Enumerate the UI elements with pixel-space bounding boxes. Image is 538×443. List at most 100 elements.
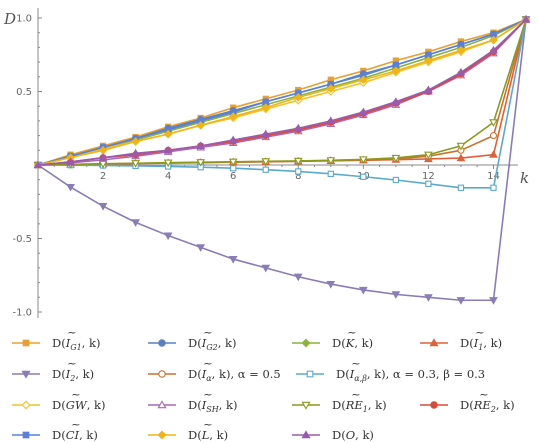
data-point (98, 203, 108, 211)
legend-accent: ~ (203, 325, 213, 339)
legend-accent: ~ (71, 417, 81, 431)
data-point (306, 370, 314, 378)
data-point (21, 400, 31, 410)
series-14 (33, 14, 531, 169)
legend-label: D(O, k) (332, 428, 374, 442)
y-tick-label: -1.0 (12, 308, 32, 319)
series-line (37, 19, 527, 166)
y-tick-label: -0.5 (12, 234, 32, 245)
data-point (457, 184, 465, 191)
data-point (489, 150, 498, 158)
legend-item: D(RE1, k)~ (292, 387, 387, 414)
legend-label: D(I1, k) (460, 336, 502, 352)
legend-item: D(IG1, k)~ (12, 325, 101, 352)
x-ticks: 2468101214 (53, 165, 511, 182)
data-point (391, 66, 401, 76)
data-point (490, 184, 497, 191)
legend-item: D(K, k)~ (292, 325, 373, 350)
data-point (261, 158, 271, 166)
data-point (521, 14, 531, 23)
y-ticks: -1.0 -0.5 0.5 1.0 (12, 14, 42, 319)
legend-accent: ~ (67, 325, 77, 339)
data-point (326, 280, 336, 289)
data-point (489, 297, 498, 305)
data-point (158, 339, 166, 347)
data-point (228, 112, 238, 121)
data-point (98, 160, 108, 169)
x-tick-label: 6 (230, 171, 236, 182)
series-group (33, 14, 531, 305)
legend-label: D(GW, k) (52, 398, 106, 412)
y-tick-label: 1.0 (16, 14, 32, 25)
series-line (37, 19, 527, 302)
legend-item: D(I1, k)~ (420, 325, 502, 352)
data-point (424, 294, 433, 302)
data-point (293, 157, 303, 166)
data-point (261, 264, 271, 273)
legend-item: D(I2, k)~ (12, 356, 94, 383)
data-point (391, 291, 401, 299)
legend: D(IG1, k)~D(IG2, k)~D(K, k)~D(I1, k)~D(I… (12, 325, 515, 442)
data-point (158, 370, 166, 378)
legend-accent: ~ (351, 356, 361, 370)
data-point (261, 129, 271, 138)
data-point (262, 166, 269, 173)
data-point (163, 232, 173, 241)
data-point (424, 56, 433, 65)
x-tick-label: 4 (165, 171, 171, 182)
data-point (196, 159, 206, 167)
legend-accent: ~ (347, 325, 357, 339)
data-point (22, 339, 30, 347)
data-point (360, 173, 367, 180)
legend-label: D(I2, k) (52, 367, 94, 383)
data-point (196, 141, 206, 149)
data-point (157, 430, 167, 440)
data-point (424, 151, 433, 160)
data-point (293, 123, 303, 132)
legend-label: D(Iα,β, k), α = 0.3, β = 0.3 (336, 367, 485, 383)
data-point (131, 137, 140, 146)
x-tick-label: 8 (295, 171, 301, 182)
legend-label: D(RE2, k) (460, 398, 515, 414)
data-point (22, 431, 30, 439)
legend-label: D(RE1, k) (332, 398, 387, 414)
data-point (228, 255, 238, 264)
data-point (301, 430, 311, 439)
legend-label: D(ISH, k) (188, 398, 238, 414)
data-point (489, 45, 498, 54)
legend-accent: ~ (71, 387, 81, 401)
data-point (456, 142, 466, 151)
series-line (37, 18, 527, 166)
legend-item: D(Iα,β, k), α = 0.3, β = 0.3~ (296, 356, 485, 383)
data-point (456, 297, 466, 305)
legend-item: D(RE2, k)~ (420, 387, 515, 414)
x-tick-label: 12 (422, 171, 435, 182)
data-point (326, 116, 336, 124)
data-point (98, 153, 108, 161)
legend-label: D(IG2, k) (188, 336, 237, 352)
legend-accent: ~ (475, 325, 485, 339)
legend-item: D(CI, k)~ (12, 417, 98, 442)
data-point (391, 154, 401, 163)
data-point (295, 168, 302, 175)
legend-item: D(GW, k)~ (12, 387, 106, 412)
data-point (301, 338, 311, 348)
data-point (21, 370, 31, 379)
data-point (228, 158, 238, 167)
legend-label: D(IG1, k) (52, 336, 101, 352)
data-point (66, 183, 75, 192)
legend-label: D(K, k) (332, 336, 373, 350)
data-point (66, 157, 75, 165)
data-point (261, 103, 271, 112)
series-line (37, 19, 527, 189)
x-tick-label: 14 (487, 171, 500, 182)
x-axis-label: k (520, 169, 529, 187)
legend-item: D(Iα, k), α = 0.5~ (148, 356, 281, 383)
data-point (293, 273, 303, 282)
legend-item: D(O, k) (292, 428, 374, 442)
x-tick-label: 2 (100, 171, 106, 182)
data-point (425, 180, 432, 187)
data-point (327, 170, 334, 177)
data-point (456, 46, 466, 55)
